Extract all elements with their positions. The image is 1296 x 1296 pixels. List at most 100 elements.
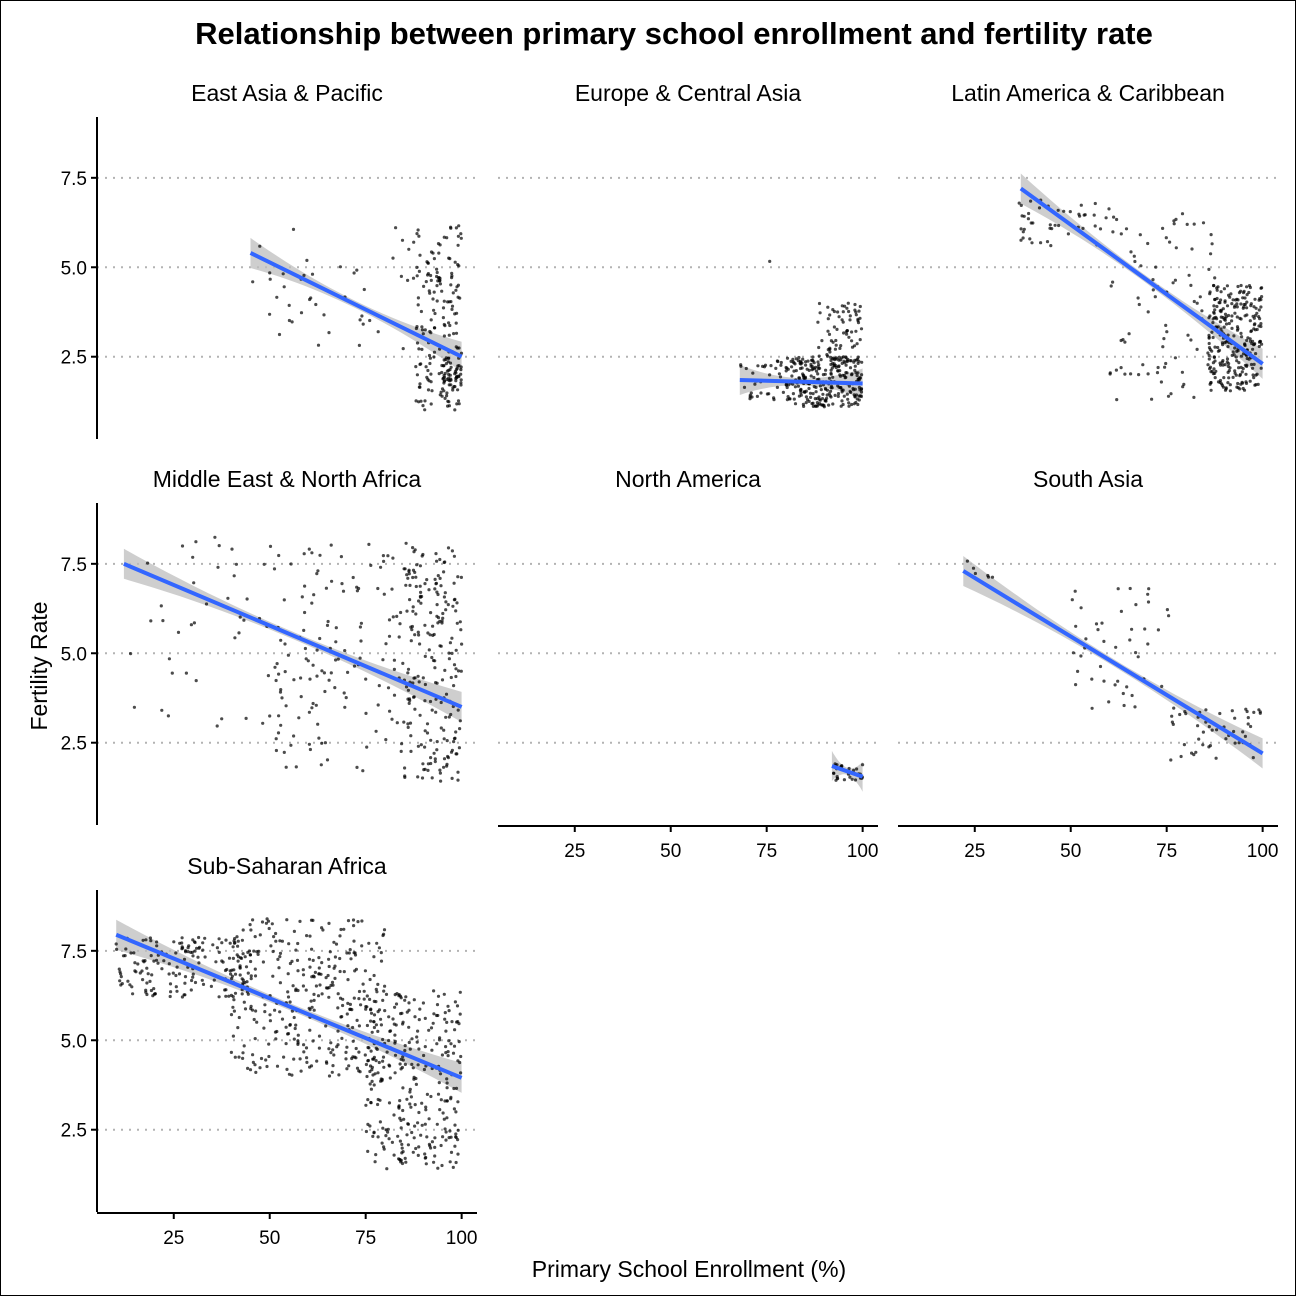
data-point: [1210, 728, 1214, 732]
data-point: [115, 947, 119, 952]
data-point: [443, 1127, 447, 1131]
data-point: [1235, 305, 1239, 309]
data-point: [749, 391, 753, 395]
data-point: [1186, 333, 1190, 337]
data-point: [1204, 708, 1208, 712]
data-point: [441, 616, 445, 620]
data-point: [256, 952, 260, 957]
data-point: [451, 1165, 455, 1169]
data-point: [419, 309, 423, 314]
data-point: [1206, 363, 1210, 367]
data-point: [249, 1007, 253, 1011]
data-point: [751, 371, 755, 375]
data-point: [381, 933, 385, 938]
data-point: [423, 1152, 427, 1156]
data-point: [459, 575, 463, 580]
data-point: [432, 751, 436, 755]
data-point: [279, 688, 283, 692]
data-point: [844, 371, 848, 375]
trend-line: [962, 569, 1264, 756]
data-point: [254, 1009, 258, 1013]
data-point: [1146, 592, 1150, 596]
data-point: [233, 636, 237, 640]
data-point: [258, 1066, 262, 1070]
data-point: [446, 1004, 450, 1008]
data-point: [444, 692, 449, 696]
data-point: [441, 376, 445, 380]
data-point: [1030, 241, 1034, 245]
data-point: [141, 938, 145, 942]
data-point: [856, 317, 860, 321]
data-point: [1133, 259, 1137, 264]
data-point: [399, 1160, 403, 1164]
data-point: [337, 1073, 341, 1077]
data-point: [1228, 383, 1232, 387]
data-point: [1096, 628, 1100, 632]
data-point: [856, 377, 860, 381]
data-point: [327, 995, 331, 999]
data-point: [435, 1013, 439, 1018]
data-point: [376, 330, 380, 334]
data-point: [1039, 241, 1043, 245]
data-point: [440, 1163, 444, 1168]
data-point: [232, 1009, 236, 1013]
data-point: [263, 1010, 267, 1014]
x-tick-label: 100: [847, 841, 879, 862]
data-point: [1213, 345, 1217, 349]
data-point: [227, 994, 231, 998]
data-point: [316, 569, 320, 573]
data-point: [831, 375, 835, 379]
data-point: [286, 1032, 290, 1036]
data-point: [320, 992, 324, 996]
data-point: [241, 952, 245, 956]
data-point: [275, 662, 279, 666]
data-point: [428, 633, 432, 637]
data-point: [284, 704, 288, 708]
data-point: [859, 390, 864, 394]
data-point: [368, 997, 372, 1002]
data-point: [131, 992, 135, 996]
data-point: [454, 1160, 458, 1165]
data-point: [1258, 339, 1262, 343]
data-point: [420, 554, 424, 558]
data-point: [423, 682, 427, 687]
data-point: [423, 399, 427, 403]
data-point: [831, 402, 835, 406]
data-point: [352, 951, 356, 955]
data-point: [400, 1146, 404, 1150]
data-point: [427, 648, 431, 652]
data-point: [417, 1018, 421, 1022]
data-point: [277, 714, 281, 718]
data-point: [792, 361, 796, 365]
data-point: [266, 674, 270, 678]
data-point: [788, 397, 792, 401]
data-point: [290, 1009, 294, 1013]
data-point: [445, 1077, 449, 1081]
data-point: [418, 642, 422, 646]
data-point: [258, 933, 262, 937]
data-point: [292, 1057, 296, 1061]
data-point: [425, 722, 430, 726]
data-point: [240, 938, 244, 942]
data-point: [318, 553, 322, 557]
data-point: [175, 989, 179, 993]
data-point: [1245, 363, 1249, 367]
data-point: [352, 996, 356, 1000]
data-point: [1237, 366, 1241, 370]
data-point: [383, 984, 387, 988]
data-point: [454, 345, 458, 349]
data-point: [374, 1153, 378, 1157]
data-point: [408, 721, 413, 725]
data-point: [809, 374, 813, 378]
data-point: [233, 991, 238, 995]
data-point: [237, 631, 241, 635]
data-point: [785, 356, 790, 360]
data-point: [436, 242, 441, 246]
data-point: [445, 1081, 449, 1085]
data-point: [1208, 292, 1212, 296]
data-point: [170, 671, 174, 675]
data-point: [1053, 223, 1057, 227]
data-point: [369, 563, 373, 568]
data-point: [443, 1017, 447, 1021]
data-point: [417, 347, 421, 351]
